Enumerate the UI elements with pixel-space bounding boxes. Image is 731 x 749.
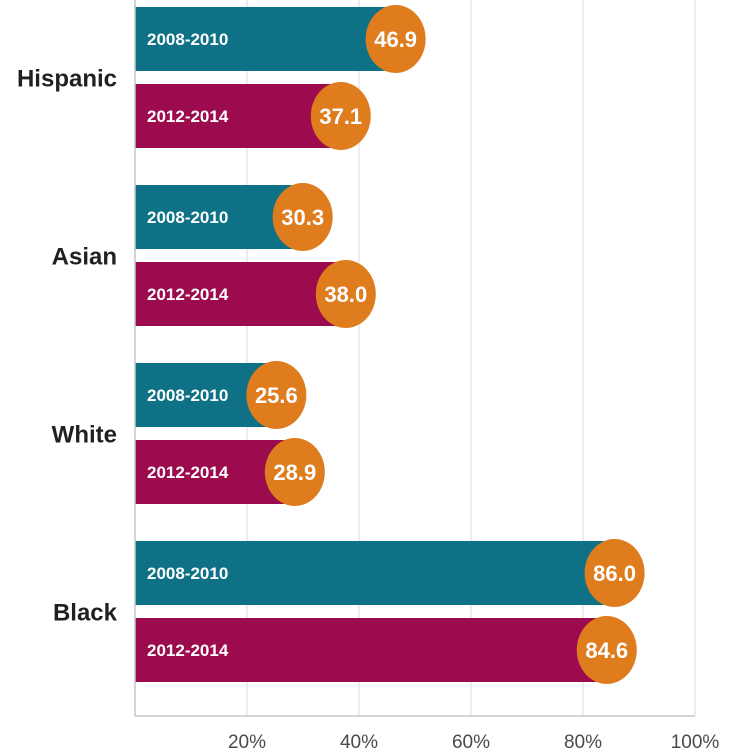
value-marker bbox=[272, 183, 333, 251]
category-label: Asian bbox=[52, 244, 117, 271]
category-label: White bbox=[52, 422, 117, 449]
value-marker bbox=[246, 361, 307, 429]
series-label: 2012-2014 bbox=[147, 641, 229, 660]
category-label: Hispanic bbox=[17, 66, 117, 93]
value-marker bbox=[576, 616, 637, 684]
x-axis: 20% 40% 60% 80% 100% bbox=[134, 0, 720, 749]
data-label: 25.6 bbox=[255, 383, 298, 408]
data-label: 28.9 bbox=[273, 460, 316, 485]
series-label: 2008-2010 bbox=[147, 30, 228, 49]
series-label: 2008-2010 bbox=[147, 564, 228, 583]
data-label: 84.6 bbox=[585, 638, 628, 663]
series-label: 2012-2014 bbox=[147, 285, 229, 304]
bar bbox=[135, 262, 348, 326]
x-tick-label: 60% bbox=[452, 732, 490, 749]
value-marker bbox=[264, 438, 325, 506]
category-label: Black bbox=[53, 600, 118, 627]
series-label: 2012-2014 bbox=[147, 463, 229, 482]
x-tick-label: 20% bbox=[228, 732, 266, 749]
x-tick-label: 80% bbox=[564, 732, 602, 749]
value-marker bbox=[310, 82, 371, 150]
bar bbox=[135, 618, 609, 682]
bar bbox=[135, 84, 343, 148]
series-label: 2008-2010 bbox=[147, 386, 228, 405]
series-label: 2008-2010 bbox=[147, 208, 228, 227]
series-label: 2012-2014 bbox=[147, 107, 229, 126]
value-marker bbox=[584, 539, 645, 607]
value-marker bbox=[315, 260, 376, 328]
data-label: 37.1 bbox=[319, 104, 362, 129]
data-label: 46.9 bbox=[374, 27, 417, 52]
data-label: 86.0 bbox=[593, 561, 636, 586]
data-label: 30.3 bbox=[281, 205, 324, 230]
bar bbox=[135, 7, 398, 71]
data-label: 38.0 bbox=[324, 282, 367, 307]
bar bbox=[135, 541, 617, 605]
bars: 2008-2010 46.9 2012-2014 37.1 2008-2010 30.3 2… bbox=[135, 5, 645, 684]
x-tick-label: 100% bbox=[671, 732, 720, 749]
value-marker bbox=[365, 5, 426, 73]
x-tick-label: 40% bbox=[340, 732, 378, 749]
category-labels: Hispanic Asian White Black bbox=[17, 66, 118, 627]
